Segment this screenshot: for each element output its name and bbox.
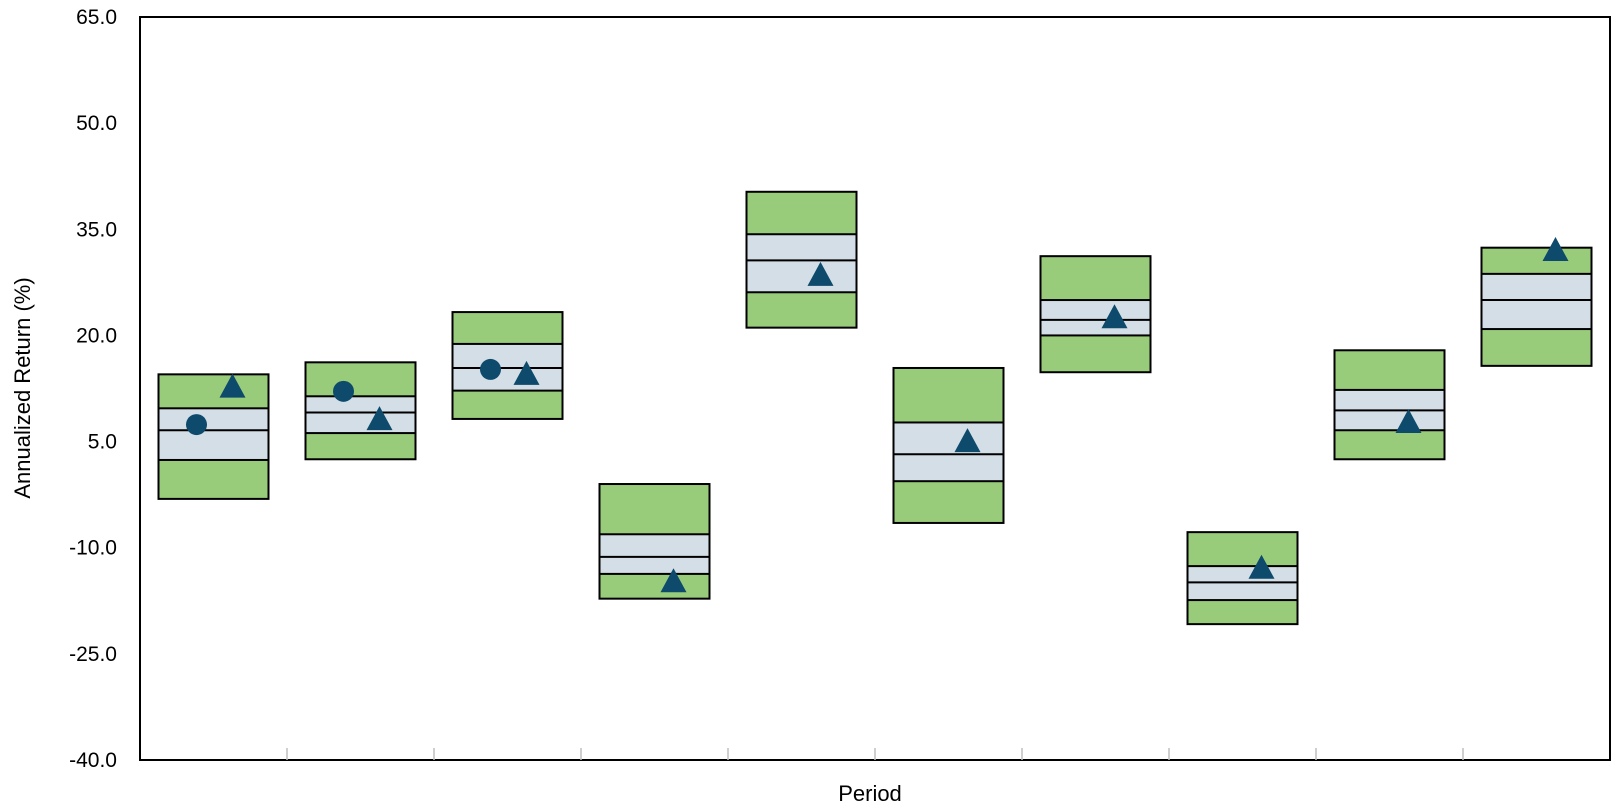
y-axis-title: Annualized Return (%) bbox=[10, 277, 35, 498]
percentile-box bbox=[1186, 531, 1299, 626]
triangle-marker bbox=[954, 428, 981, 453]
inner-band bbox=[1039, 299, 1152, 337]
triangle-marker bbox=[219, 373, 246, 398]
triangle-marker bbox=[1248, 554, 1275, 579]
inner-band bbox=[157, 407, 270, 461]
y-tick-label: -25.0 bbox=[69, 643, 117, 666]
circle-marker bbox=[186, 414, 207, 436]
triangle-marker bbox=[1542, 237, 1569, 262]
triangle-marker bbox=[366, 406, 393, 431]
inner-band bbox=[1480, 272, 1593, 331]
x-axis-title: Period bbox=[838, 781, 902, 806]
inner-band bbox=[892, 421, 1005, 483]
y-tick-label: 65.0 bbox=[76, 6, 117, 29]
percentile-bands bbox=[157, 190, 1593, 626]
triangle-marker bbox=[807, 261, 834, 286]
y-tick-label: 50.0 bbox=[76, 112, 117, 135]
triangle-marker bbox=[660, 568, 687, 593]
percentile-box bbox=[451, 311, 564, 420]
triangle-marker bbox=[1395, 409, 1422, 434]
percentile-box bbox=[745, 190, 858, 329]
percentile-box bbox=[892, 366, 1005, 524]
percentile-box bbox=[1039, 255, 1152, 374]
percentile-box bbox=[304, 361, 417, 461]
circle-marker bbox=[333, 380, 354, 402]
y-tick-label: 35.0 bbox=[76, 218, 117, 241]
percentile-box bbox=[1333, 349, 1446, 461]
circle-marker bbox=[480, 358, 501, 380]
inner-band bbox=[745, 233, 858, 294]
y-tick-label: -40.0 bbox=[69, 749, 117, 772]
percentile-box bbox=[598, 483, 711, 600]
y-tick-label: -10.0 bbox=[69, 537, 117, 560]
y-tick-label: 20.0 bbox=[76, 324, 117, 347]
percentile-box bbox=[157, 373, 270, 500]
percentile-box bbox=[1480, 246, 1593, 367]
inner-band bbox=[598, 533, 711, 575]
triangle-marker bbox=[513, 360, 540, 385]
markers bbox=[186, 237, 1569, 593]
axes: 65.0 50.0 35.0 20.0 5.0 -10.0 -25.0 -40.0 bbox=[69, 6, 1611, 772]
triangle-marker bbox=[1101, 304, 1128, 329]
y-tick-label: 5.0 bbox=[88, 431, 117, 454]
inner-band bbox=[304, 395, 417, 435]
